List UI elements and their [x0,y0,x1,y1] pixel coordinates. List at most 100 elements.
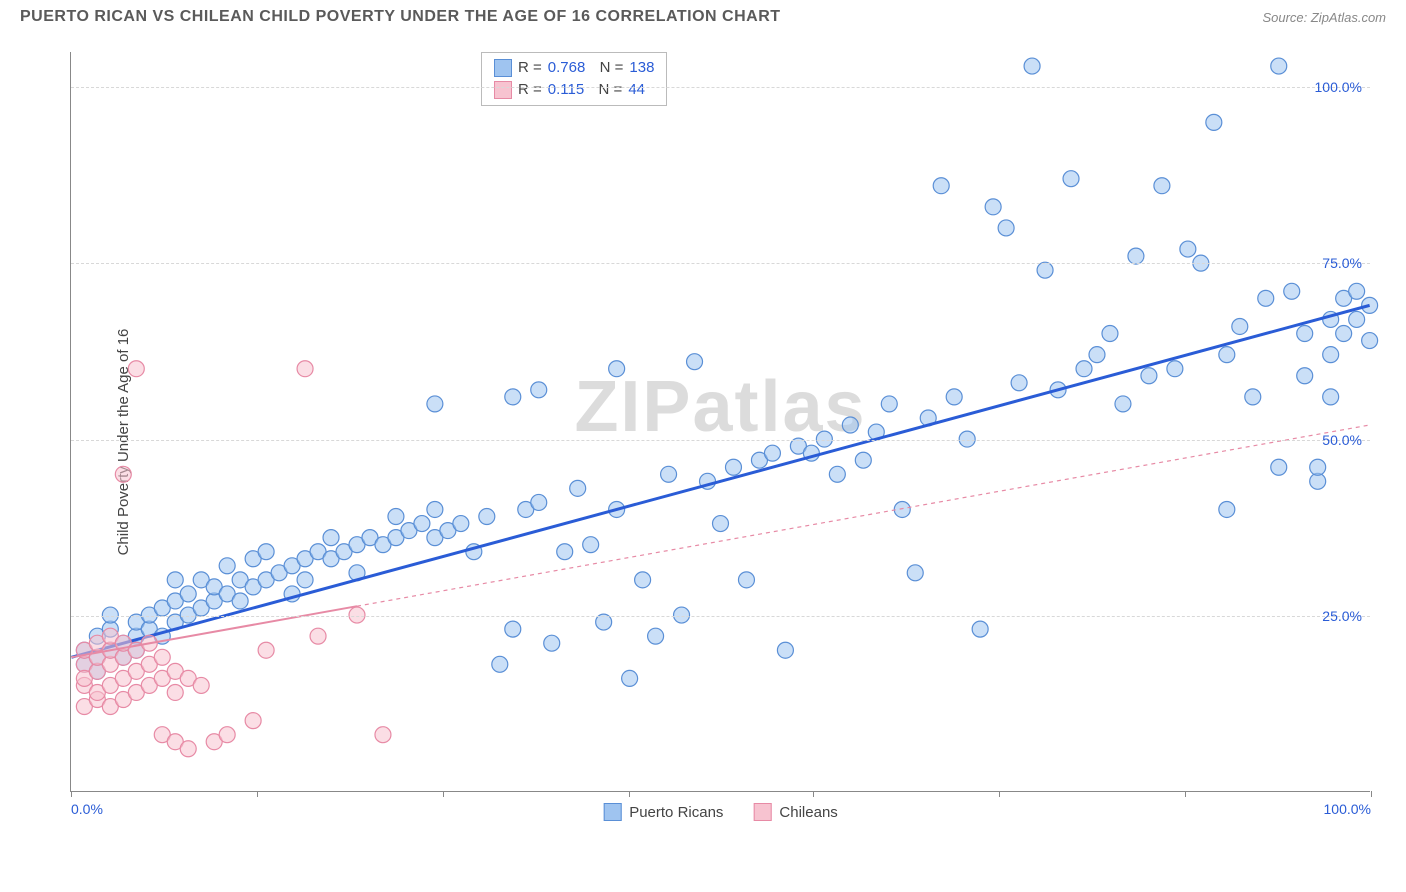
data-point [933,178,949,194]
data-point [1024,58,1040,74]
stat-legend-row: R = 0.115 N = 44 [494,79,654,101]
data-point [1219,347,1235,363]
data-point [531,382,547,398]
bottom-legend: Puerto Ricans Chileans [603,803,838,821]
data-point [297,361,313,377]
data-point [258,642,274,658]
data-point [479,509,495,525]
y-tick-label: 100.0% [1315,79,1362,95]
data-point [738,572,754,588]
data-point [855,452,871,468]
x-tick-label: 0.0% [71,801,103,817]
data-point [427,396,443,412]
legend-swatch [603,803,621,821]
data-point [1349,311,1365,327]
data-point [829,466,845,482]
data-point [1219,501,1235,517]
data-point [323,530,339,546]
data-point [1037,262,1053,278]
data-point [219,727,235,743]
stat-legend-row: R = 0.768 N = 138 [494,57,654,79]
data-point [777,642,793,658]
x-tick-mark [1371,791,1372,797]
data-point [219,558,235,574]
x-tick-mark [257,791,258,797]
data-point [1206,114,1222,130]
data-point [388,509,404,525]
data-point [648,628,664,644]
data-point [609,361,625,377]
data-point [1297,326,1313,342]
data-point [622,670,638,686]
data-point [725,459,741,475]
gridline [71,87,1370,88]
data-point [881,396,897,412]
data-point [661,466,677,482]
data-point [167,684,183,700]
y-tick-label: 50.0% [1322,432,1362,448]
stat-n-value: 138 [629,57,654,79]
data-point [154,649,170,665]
data-point [1102,326,1118,342]
data-point [505,621,521,637]
gridline [71,616,1370,617]
y-tick-label: 25.0% [1322,608,1362,624]
data-point [907,565,923,581]
data-point [414,516,430,532]
data-point [232,593,248,609]
data-point [128,361,144,377]
y-tick-label: 75.0% [1322,255,1362,271]
data-point [1063,171,1079,187]
data-point [1349,283,1365,299]
data-point [557,544,573,560]
data-point [1297,368,1313,384]
data-point [180,586,196,602]
data-point [115,466,131,482]
data-point [245,713,261,729]
data-point [1310,459,1326,475]
data-point [1180,241,1196,257]
data-point [764,445,780,461]
data-point [570,480,586,496]
data-point [310,628,326,644]
data-point [180,741,196,757]
legend-item: Chileans [753,803,837,821]
data-point [687,354,703,370]
stat-r-value: 0.768 [548,57,586,79]
chart-source: Source: ZipAtlas.com [1262,10,1386,25]
data-point [1336,326,1352,342]
data-point [1167,361,1183,377]
data-point [972,621,988,637]
data-point [998,220,1014,236]
legend-swatch [753,803,771,821]
stat-r-value: 0.115 [548,79,584,101]
trendline [71,305,1369,657]
gridline [71,263,1370,264]
data-point [1323,389,1339,405]
x-tick-mark [443,791,444,797]
data-point [635,572,651,588]
legend-swatch [494,81,512,99]
x-tick-mark [1185,791,1186,797]
stat-n-value: 44 [628,79,645,101]
chart-title: PUERTO RICAN VS CHILEAN CHILD POVERTY UN… [20,8,781,26]
data-point [167,572,183,588]
stat-legend: R = 0.768 N = 138 R = 0.115 N = 44 [481,52,667,106]
data-point [193,677,209,693]
data-point [1245,389,1261,405]
data-point [946,389,962,405]
x-tick-mark [999,791,1000,797]
data-point [297,572,313,588]
stat-label: N = [590,79,622,101]
data-point [1258,290,1274,306]
legend-item: Puerto Ricans [603,803,723,821]
legend-label: Chileans [779,804,837,821]
data-point [1089,347,1105,363]
chart-container: Child Poverty Under the Age of 16 ZIPatl… [20,42,1390,842]
data-point [894,501,910,517]
data-point [1323,347,1339,363]
data-point [1271,459,1287,475]
data-point [1011,375,1027,391]
data-point [583,537,599,553]
x-tick-mark [813,791,814,797]
